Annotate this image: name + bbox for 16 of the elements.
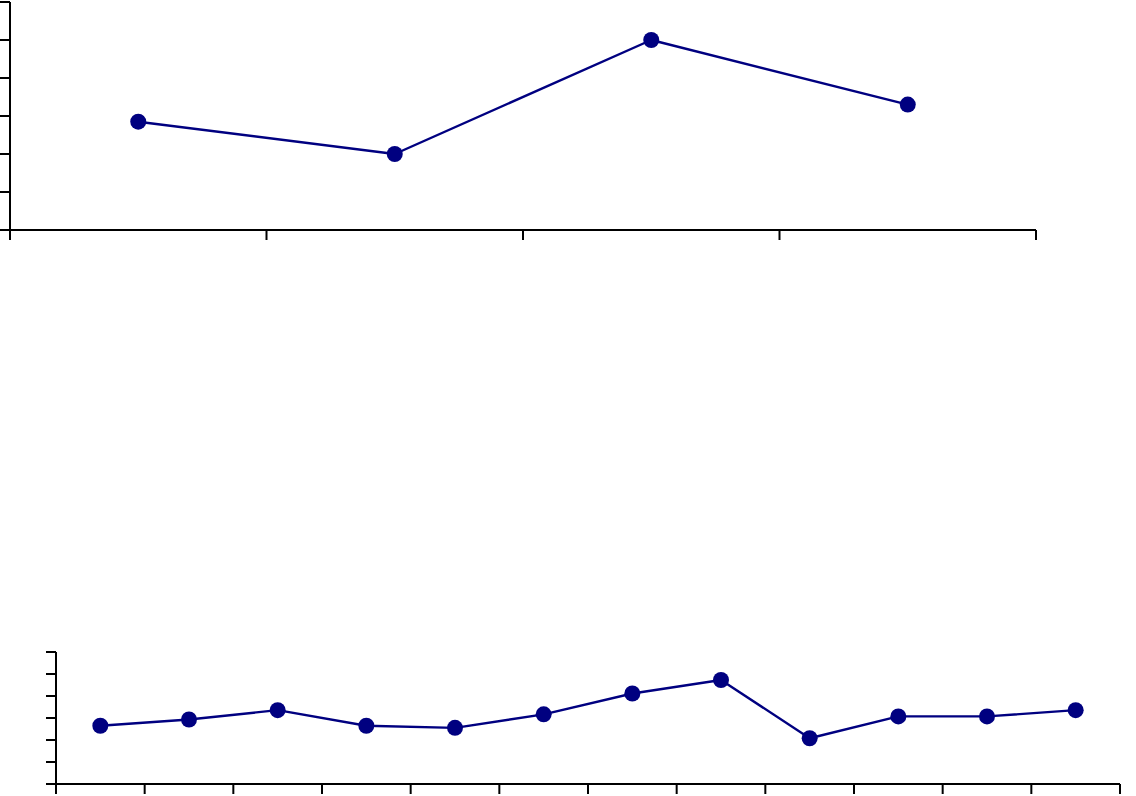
point — [899, 96, 916, 113]
point — [181, 711, 197, 728]
point — [979, 708, 995, 725]
point — [92, 717, 109, 734]
point — [386, 146, 403, 162]
point — [447, 719, 463, 736]
point — [130, 113, 147, 130]
point — [624, 685, 641, 702]
point — [269, 702, 286, 719]
point — [890, 708, 907, 725]
point — [801, 730, 818, 747]
point — [643, 32, 660, 48]
point — [535, 706, 552, 723]
point — [1067, 702, 1084, 719]
point — [358, 717, 375, 734]
point — [713, 672, 729, 688]
